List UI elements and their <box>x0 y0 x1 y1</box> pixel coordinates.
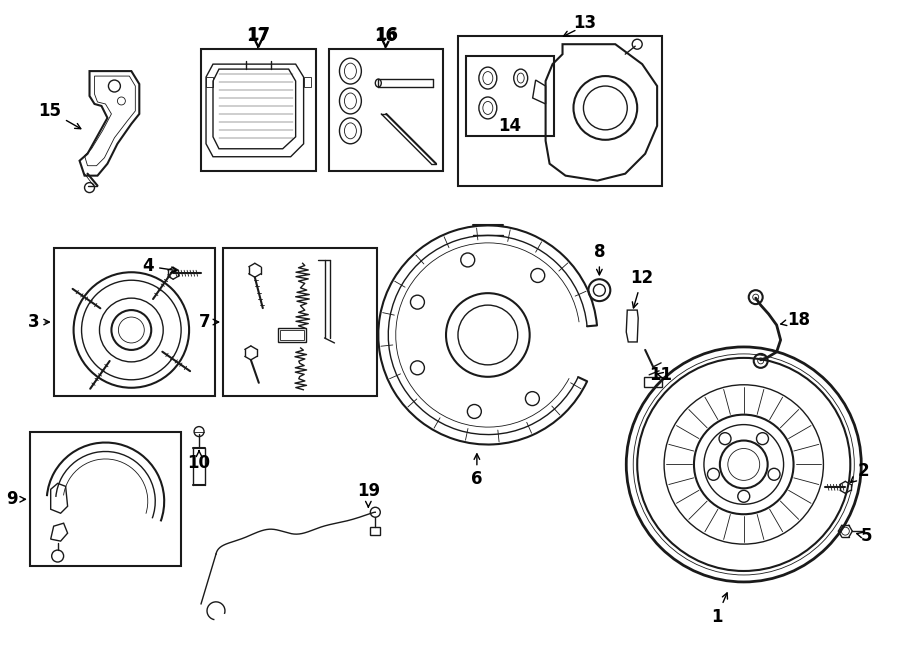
Text: 2: 2 <box>850 463 869 483</box>
Text: 9: 9 <box>6 491 25 508</box>
Text: 7: 7 <box>199 313 219 331</box>
Text: 17: 17 <box>247 27 269 45</box>
Text: 12: 12 <box>631 269 653 308</box>
Bar <box>466 56 554 136</box>
Text: 18: 18 <box>780 311 810 329</box>
Bar <box>280 330 303 340</box>
Bar <box>30 432 181 566</box>
Text: 13: 13 <box>573 15 596 32</box>
Text: 3: 3 <box>28 313 50 331</box>
Text: 6: 6 <box>471 454 482 489</box>
Text: 11: 11 <box>650 366 672 384</box>
Text: 19: 19 <box>356 483 380 507</box>
Bar <box>458 36 662 185</box>
Text: 16: 16 <box>374 26 398 44</box>
Text: 16: 16 <box>374 27 397 45</box>
Text: 5: 5 <box>857 527 872 545</box>
Text: 8: 8 <box>594 244 605 275</box>
Text: 10: 10 <box>187 451 211 473</box>
Bar <box>54 248 215 396</box>
Text: 1: 1 <box>711 593 727 626</box>
Bar <box>644 377 662 387</box>
Text: 4: 4 <box>142 258 177 275</box>
Text: 15: 15 <box>38 102 81 128</box>
Text: 17: 17 <box>248 26 270 44</box>
Bar <box>223 248 377 396</box>
Bar <box>370 527 381 535</box>
Bar <box>278 328 306 342</box>
Text: 14: 14 <box>499 117 521 135</box>
Bar <box>201 49 316 171</box>
Bar <box>328 49 443 171</box>
